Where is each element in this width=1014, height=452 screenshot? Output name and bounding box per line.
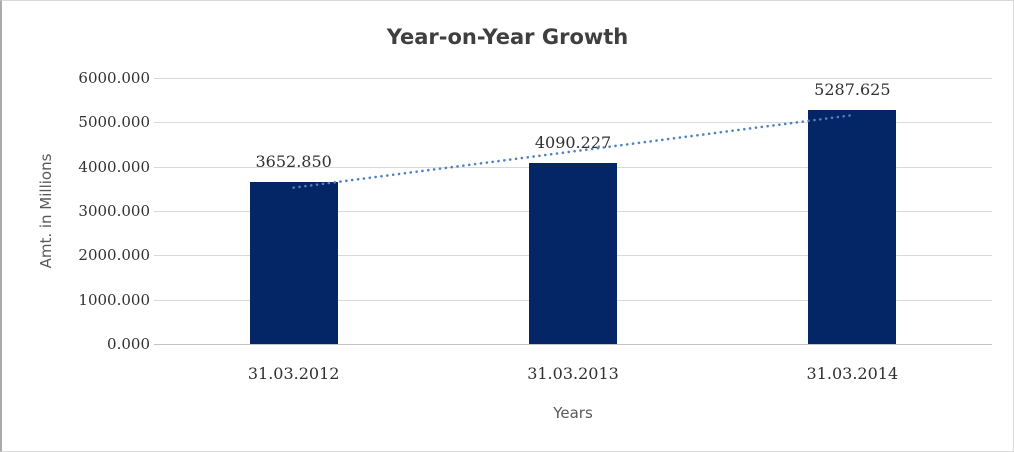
- gridline: [154, 78, 992, 79]
- x-axis-line: [154, 344, 992, 345]
- x-category-label: 31.03.2012: [247, 364, 340, 383]
- y-tick-label: 4000.000: [78, 157, 150, 176]
- y-tick-label: 5000.000: [78, 113, 150, 132]
- bar-value-label: 3652.850: [255, 152, 332, 172]
- y-tick-label: 1000.000: [78, 290, 150, 309]
- chart-title: Year-on-Year Growth: [386, 25, 629, 49]
- bar-31.03.2013: [529, 162, 617, 344]
- x-category-label: 31.03.2014: [806, 364, 899, 383]
- y-tick-label: 6000.000: [78, 69, 150, 87]
- y-tick-label: 2000.000: [78, 246, 150, 265]
- bar-value-label: 4090.227: [534, 132, 612, 152]
- bar-31.03.2012: [249, 182, 338, 344]
- y-tick-label: 3000.000: [78, 202, 150, 220]
- x-axis-title: Years: [553, 404, 593, 422]
- bar-31.03.2014: [808, 109, 897, 344]
- x-category-label: 31.03.2013: [527, 364, 619, 383]
- y-tick-label: 0.000: [107, 335, 150, 353]
- bar-value-label: 5287.625: [814, 79, 891, 99]
